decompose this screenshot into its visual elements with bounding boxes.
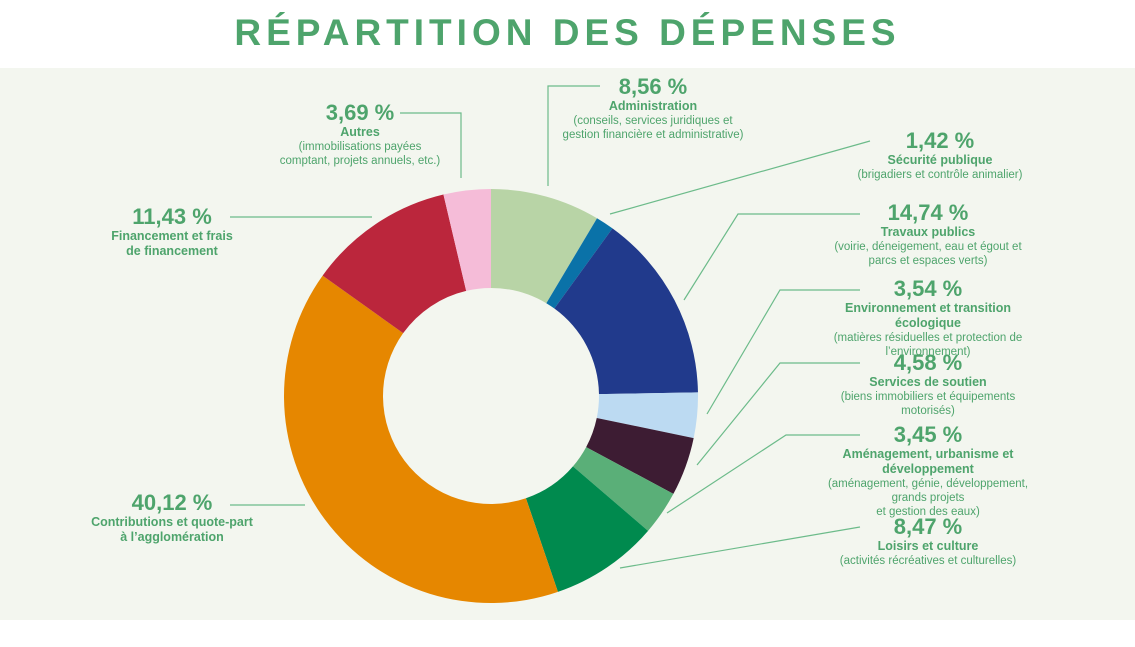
slice-name: Contributions et quote-part à l’agglomér… <box>91 515 253 544</box>
slice-desc: (activités récréatives et culturelles) <box>839 555 1017 567</box>
slice-label-2: 14,74 % Travaux publics (voirie, déneigeme… <box>825 200 1032 268</box>
slice-7 <box>283 275 558 603</box>
slice-label-8: 11,43 % Financement et frais de financeme… <box>111 204 233 259</box>
leader-line-5 <box>666 434 860 514</box>
slice-desc: (brigadiers et contrôle animalier) <box>857 169 1023 181</box>
slice-label-6: 8,47 % Loisirs et culture (activités récré… <box>840 514 1016 568</box>
leader-line-1 <box>609 140 871 215</box>
leader-line-4 <box>696 362 860 466</box>
slice-label-1: 1,42 % Sécurité publique (brigadiers et co… <box>858 128 1023 182</box>
leader-line-9 <box>400 112 462 178</box>
slice-8 <box>322 194 467 334</box>
slice-3 <box>596 392 698 439</box>
leader-line-3 <box>706 289 860 415</box>
slice-label: 1,42 % <box>905 128 975 153</box>
slice-desc: (immobilisations payées comptant, projet… <box>279 141 441 167</box>
slice-name: Autres <box>340 125 380 139</box>
slice-label-5: 3,45 % Aménagement, urbanisme et développ… <box>825 422 1032 519</box>
slice-name: Environnement et transition écologique <box>845 301 1011 330</box>
slice-name: Aménagement, urbanisme et développement <box>842 447 1014 476</box>
slice-label: 14,74 % <box>887 200 969 225</box>
slice-name: Financement et frais de financement <box>111 229 233 258</box>
slice-label: 3,45 % <box>893 422 963 447</box>
chart-title: RÉPARTITION DES DÉPENSES <box>234 12 901 53</box>
slice-label: 3,54 % <box>893 276 963 301</box>
slice-label-7: 40,12 % Contributions et quote-part à l’a… <box>91 490 253 545</box>
slice-label-4: 4,58 % Services de soutien (biens immobili… <box>825 350 1032 418</box>
slice-4 <box>586 417 694 494</box>
slice-label-0: 8,56 % Administration (conseils, services … <box>563 74 744 142</box>
slice-label: 8,47 % <box>893 514 963 539</box>
slice-label: 8,56 % <box>618 74 688 99</box>
slice-name: Travaux publics <box>880 225 976 239</box>
slice-2 <box>554 228 698 395</box>
slice-9 <box>443 189 491 291</box>
leader-line-2 <box>683 213 860 301</box>
slice-name: Services de soutien <box>869 375 987 389</box>
slice-desc: (conseils, services juridiques et gestio… <box>562 115 744 141</box>
slice-label: 11,43 % <box>132 204 212 229</box>
leader-line-6 <box>619 526 861 569</box>
slice-name: Sécurité publique <box>887 153 993 167</box>
slice-5 <box>572 447 674 531</box>
slice-desc: (matières résiduelles et protection de l… <box>833 332 1023 358</box>
slice-desc: (voirie, déneigement, eau et égout et pa… <box>834 241 1022 267</box>
slice-label-3: 3,54 % Environnement et transition écolog… <box>825 276 1032 359</box>
slice-name: Administration <box>608 99 698 113</box>
slice-name: Loisirs et culture <box>877 539 979 553</box>
slice-label: 40,12 % <box>131 490 213 515</box>
slice-desc: (aménagement, génie, développement, gran… <box>827 478 1029 518</box>
slice-label: 3,69 % <box>325 100 395 125</box>
slice-label-9: 3,69 % Autres (immobilisations payées comp… <box>280 100 440 168</box>
slice-label: 4,58 % <box>893 350 963 375</box>
slice-1 <box>546 218 613 309</box>
slice-desc: (biens immobiliers et équipements motori… <box>840 391 1016 417</box>
leader-line-0 <box>547 85 600 186</box>
slice-6 <box>525 466 649 592</box>
slice-0 <box>491 189 598 304</box>
